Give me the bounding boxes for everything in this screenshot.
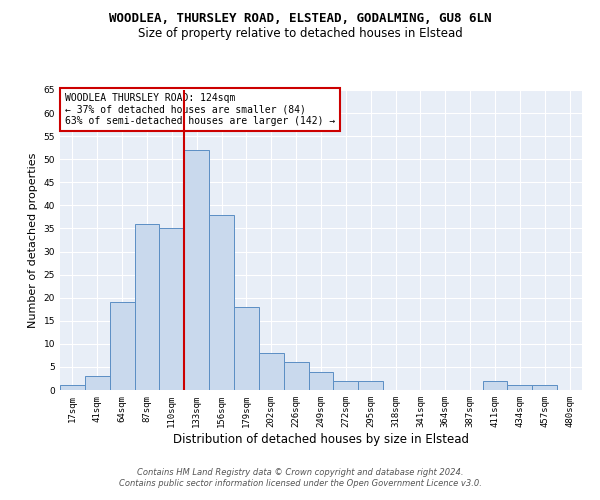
Bar <box>160 228 184 390</box>
Bar <box>308 372 334 390</box>
Bar <box>60 386 85 390</box>
Bar <box>334 381 358 390</box>
Bar <box>85 376 110 390</box>
Bar <box>508 386 532 390</box>
Bar <box>259 353 284 390</box>
Y-axis label: Number of detached properties: Number of detached properties <box>28 152 38 328</box>
Bar <box>532 386 557 390</box>
Bar <box>358 381 383 390</box>
Text: Contains HM Land Registry data © Crown copyright and database right 2024.
Contai: Contains HM Land Registry data © Crown c… <box>119 468 481 487</box>
Text: WOODLEA, THURSLEY ROAD, ELSTEAD, GODALMING, GU8 6LN: WOODLEA, THURSLEY ROAD, ELSTEAD, GODALMI… <box>109 12 491 26</box>
Bar <box>209 214 234 390</box>
Bar <box>284 362 308 390</box>
Bar <box>184 150 209 390</box>
Text: Size of property relative to detached houses in Elstead: Size of property relative to detached ho… <box>137 28 463 40</box>
Bar <box>134 224 160 390</box>
Bar <box>482 381 508 390</box>
Bar <box>110 302 134 390</box>
X-axis label: Distribution of detached houses by size in Elstead: Distribution of detached houses by size … <box>173 432 469 446</box>
Bar <box>234 307 259 390</box>
Text: WOODLEA THURSLEY ROAD: 124sqm
← 37% of detached houses are smaller (84)
63% of s: WOODLEA THURSLEY ROAD: 124sqm ← 37% of d… <box>65 93 335 126</box>
